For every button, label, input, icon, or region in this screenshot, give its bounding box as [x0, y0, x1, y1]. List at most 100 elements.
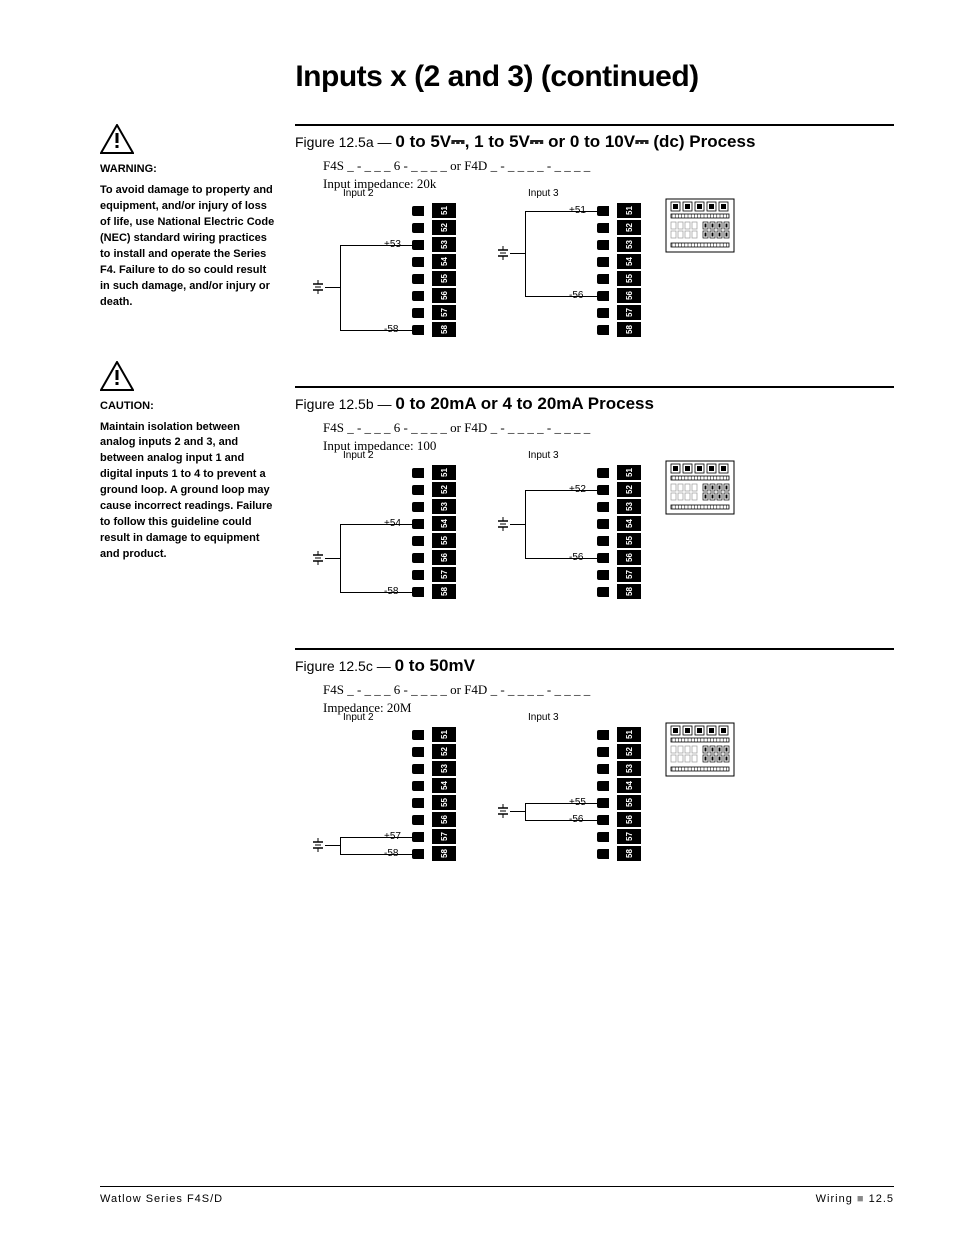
terminal-57: 57: [412, 566, 460, 583]
pin-label-pos: +54: [384, 518, 401, 529]
figure-a-input3: Input 35152535455565758+51-56: [480, 198, 645, 358]
pin-label-pos: +55: [569, 797, 586, 808]
terminal-52: 52: [597, 219, 645, 236]
terminal-58: 58: [597, 583, 645, 600]
pin-label-pos: +57: [384, 831, 401, 842]
caution-icon: [100, 361, 275, 396]
footer-page-number: 12.5: [869, 1193, 894, 1205]
figure-b-input3: Input 35152535455565758+52-56: [480, 460, 645, 620]
terminal-54: 54: [597, 253, 645, 270]
figure-b-input2: Input 25152535455565758+54-58: [295, 460, 460, 620]
figure-b-diagrams: Input 25152535455565758+54-58 Input 3515…: [295, 460, 894, 620]
terminal-54: 54: [412, 777, 460, 794]
terminal-51: 51: [412, 202, 460, 219]
terminal-54: 54: [412, 515, 460, 532]
terminal-51: 51: [412, 726, 460, 743]
figure-a-main: 0 to 5V⎓, 1 to 5V⎓ or 0 to 10V⎓ (dc) Pro…: [395, 132, 755, 151]
figure-c-main: 0 to 50mV: [395, 656, 475, 675]
terminal-55: 55: [597, 794, 645, 811]
terminal-56: 56: [597, 811, 645, 828]
terminal-55: 55: [597, 532, 645, 549]
sidebar: WARNING: To avoid damage to property and…: [100, 124, 275, 910]
terminal-53: 53: [597, 236, 645, 253]
input-label: Input 3: [528, 188, 559, 199]
terminal-55: 55: [412, 270, 460, 287]
page-title: Inputs x (2 and 3) (continued): [100, 60, 894, 94]
terminal-53: 53: [412, 498, 460, 515]
pin-label-neg: -56: [569, 552, 583, 563]
terminal-57: 57: [597, 566, 645, 583]
terminal-53: 53: [412, 760, 460, 777]
source-icon: [496, 517, 510, 536]
terminal-55: 55: [412, 532, 460, 549]
footer-right-label: Wiring: [816, 1193, 853, 1205]
terminal-51: 51: [597, 726, 645, 743]
pin-label-pos: +53: [384, 239, 401, 250]
footer-square-icon: ■: [857, 1193, 869, 1205]
warning-block: WARNING: To avoid damage to property and…: [100, 124, 275, 311]
source-icon: [311, 551, 325, 570]
figure-b-pre: Figure 12.5b —: [295, 396, 395, 412]
caution-block: CAUTION: Maintain isolation between anal…: [100, 361, 275, 563]
terminal-52: 52: [412, 743, 460, 760]
main-content: Figure 12.5a — 0 to 5V⎓, 1 to 5V⎓ or 0 t…: [295, 124, 894, 910]
terminal-58: 58: [597, 845, 645, 862]
terminal-56: 56: [412, 549, 460, 566]
figure-a-partno: F4S _ - _ _ _ 6 - _ _ _ _ or F4D _ - _ _…: [323, 158, 894, 174]
terminal-56: 56: [412, 811, 460, 828]
figure-c-partno: F4S _ - _ _ _ 6 - _ _ _ _ or F4D _ - _ _…: [323, 682, 894, 698]
caution-head: CAUTION:: [100, 400, 275, 412]
caution-body: Maintain isolation between analog inputs…: [100, 420, 275, 563]
figure-12-5a: Figure 12.5a — 0 to 5V⎓, 1 to 5V⎓ or 0 t…: [295, 132, 894, 358]
terminal-52: 52: [597, 743, 645, 760]
terminal-56: 56: [597, 549, 645, 566]
terminal-53: 53: [412, 236, 460, 253]
pin-label-neg: -58: [384, 324, 398, 335]
terminal-51: 51: [412, 464, 460, 481]
terminal-52: 52: [412, 481, 460, 498]
terminal-56: 56: [412, 287, 460, 304]
source-icon: [496, 246, 510, 265]
terminal-51: 51: [597, 202, 645, 219]
terminal-56: 56: [597, 287, 645, 304]
source-icon: [311, 280, 325, 299]
terminal-54: 54: [412, 253, 460, 270]
figure-a-diagrams: Input 25152535455565758+53-58 Input 3515…: [295, 198, 894, 358]
input-label: Input 2: [343, 450, 374, 461]
figure-c-module-icon: [665, 722, 735, 777]
figure-c-input2: Input 25152535455565758+57-58: [295, 722, 460, 882]
figure-b-main: 0 to 20mA or 4 to 20mA Process: [395, 394, 654, 413]
footer-right: Wiring ■ 12.5: [816, 1193, 894, 1205]
figure-a-pre: Figure 12.5a —: [295, 134, 395, 150]
footer-left: Watlow Series F4S/D: [100, 1193, 223, 1205]
figure-c-input3: Input 35152535455565758+55-56: [480, 722, 645, 882]
figure-a-impedance: Input impedance: 20k: [323, 176, 894, 192]
warning-body: To avoid damage to property and equipmen…: [100, 183, 275, 311]
terminal-57: 57: [597, 304, 645, 321]
terminal-55: 55: [412, 794, 460, 811]
terminal-53: 53: [597, 498, 645, 515]
figure-b-title: Figure 12.5b — 0 to 20mA or 4 to 20mA Pr…: [295, 394, 894, 414]
figure-b-module-icon: [665, 460, 735, 515]
pin-label-neg: -56: [569, 814, 583, 825]
terminal-57: 57: [597, 828, 645, 845]
input-label: Input 2: [343, 712, 374, 723]
input-label: Input 3: [528, 712, 559, 723]
pin-label-neg: -56: [569, 290, 583, 301]
terminal-strip: 5152535455565758: [597, 464, 645, 600]
terminal-strip: 5152535455565758: [412, 202, 460, 338]
terminal-53: 53: [597, 760, 645, 777]
terminal-strip: 5152535455565758: [412, 464, 460, 600]
terminal-54: 54: [597, 777, 645, 794]
terminal-58: 58: [412, 321, 460, 338]
terminal-58: 58: [597, 321, 645, 338]
figure-12-5c: Figure 12.5c — 0 to 50mV F4S _ - _ _ _ 6…: [295, 648, 894, 882]
input-label: Input 2: [343, 188, 374, 199]
input-label: Input 3: [528, 450, 559, 461]
content-row: WARNING: To avoid damage to property and…: [100, 124, 894, 910]
figure-c-diagrams: Input 25152535455565758+57-58 Input 3515…: [295, 722, 894, 882]
terminal-57: 57: [412, 304, 460, 321]
terminal-strip: 5152535455565758: [597, 202, 645, 338]
figure-b-impedance: Input impedance: 100: [323, 438, 894, 454]
source-icon: [311, 838, 325, 857]
